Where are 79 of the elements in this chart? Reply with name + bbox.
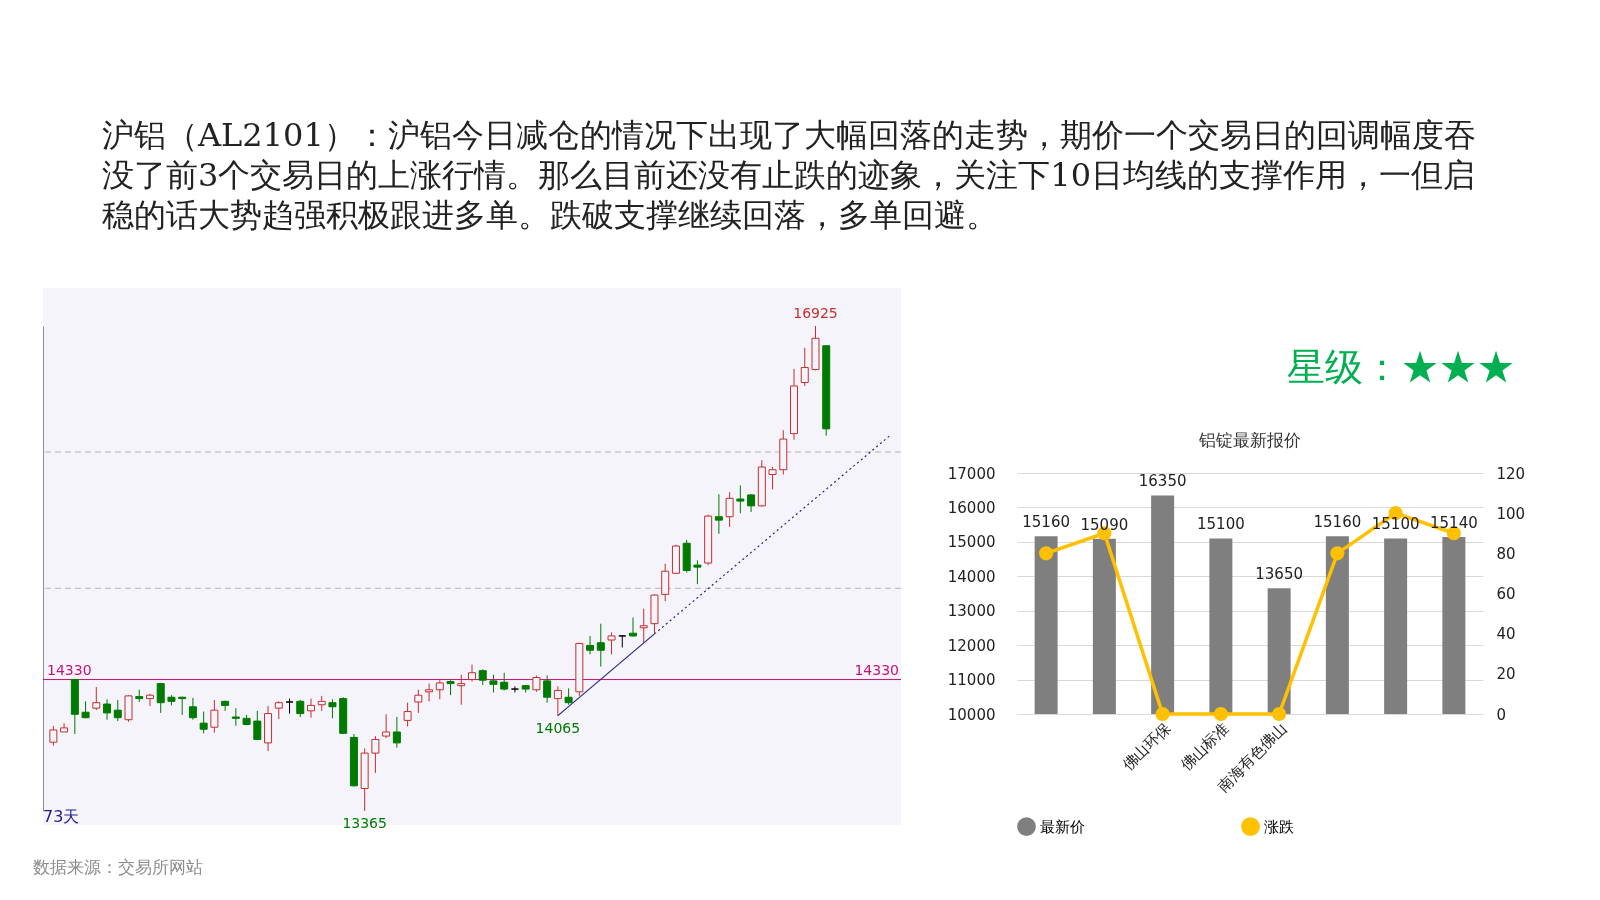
text: 14330 bbox=[854, 661, 899, 678]
y-tick-label: 15000 bbox=[947, 533, 996, 552]
ref-line-label: 14330 bbox=[47, 661, 92, 678]
point bbox=[1213, 706, 1228, 722]
y-tick-label: 12000 bbox=[947, 636, 996, 655]
point bbox=[1330, 546, 1345, 561]
candlestick bbox=[414, 689, 423, 714]
candlestick bbox=[714, 493, 723, 535]
candlestick bbox=[510, 685, 519, 693]
candlestick bbox=[371, 735, 380, 774]
annotation: 14065 bbox=[535, 719, 581, 736]
candlestick bbox=[210, 699, 219, 734]
candlestick bbox=[392, 716, 401, 749]
candlestick bbox=[124, 694, 133, 723]
y-tick-label: 17000 bbox=[947, 464, 996, 483]
candlestick bbox=[768, 466, 777, 490]
y-tick-label: 11000 bbox=[947, 671, 996, 690]
point bbox=[1155, 706, 1170, 722]
y2-tick-label: 0 bbox=[1496, 705, 1507, 724]
candlestick bbox=[629, 617, 638, 638]
data-label: 15160 bbox=[1313, 513, 1362, 532]
chart-title: 沪铝（AL2101）：沪铝今日减仓的情况下出现了大幅回落的走势，期价一个交易日的回调幅度吞没了前3个交易日的上涨行情。那么目前还没有止跌的迹象，关注下10日均线的支撑作用，一但启稳的话大势趋强积极跟进多单。跌破支撑继续回落，多单回避。 bbox=[102, 116, 1476, 234]
candlestick bbox=[800, 347, 809, 387]
candlestick bbox=[435, 679, 444, 700]
candlestick bbox=[49, 725, 58, 747]
data-label: 13650 bbox=[1255, 565, 1303, 584]
y-tick-label: 10000 bbox=[947, 705, 996, 724]
data-label: 15140 bbox=[1430, 514, 1478, 533]
candlestick bbox=[736, 484, 745, 514]
y2-tick-label: 80 bbox=[1496, 544, 1516, 563]
point bbox=[1039, 546, 1054, 561]
annotation: 16925 bbox=[793, 305, 838, 321]
source-note: 数据来源：交易所网站 bbox=[33, 857, 203, 877]
candlestick bbox=[661, 563, 670, 602]
annotation: 73天 bbox=[43, 807, 80, 826]
candlestick bbox=[639, 608, 648, 644]
data-label: 15160 bbox=[1022, 513, 1070, 532]
candlestick bbox=[543, 674, 552, 704]
y-tick-label: 14000 bbox=[947, 567, 996, 586]
candlestick bbox=[586, 635, 595, 655]
candlestick bbox=[221, 700, 230, 712]
candlestick bbox=[156, 682, 165, 714]
data-label: 16350 bbox=[1138, 472, 1187, 491]
candlestick bbox=[199, 711, 208, 734]
y2-tick-label: 20 bbox=[1496, 665, 1516, 684]
data-label: 15100 bbox=[1197, 515, 1245, 534]
candlestick bbox=[693, 559, 702, 585]
candlestick bbox=[328, 698, 337, 719]
text: 星级：★★★ bbox=[1287, 345, 1515, 389]
candlestick bbox=[188, 697, 197, 721]
candlestick bbox=[145, 693, 154, 707]
legend-label: 涨跌 bbox=[1264, 817, 1294, 836]
y2-tick-label: 100 bbox=[1496, 504, 1526, 523]
candlestick bbox=[607, 632, 616, 655]
chart-title: 铝锭最新报价 bbox=[1198, 430, 1301, 450]
candlestick bbox=[382, 713, 391, 739]
candlestick bbox=[92, 686, 101, 711]
candlestick bbox=[468, 664, 476, 683]
legend-label: 最新价 bbox=[1040, 817, 1085, 836]
candlestick bbox=[425, 683, 434, 702]
y-tick-label: 13000 bbox=[947, 602, 996, 621]
y2-tick-label: 120 bbox=[1496, 464, 1526, 483]
candlestick bbox=[113, 699, 122, 722]
y2-tick-label: 60 bbox=[1496, 585, 1516, 603]
candlestick bbox=[725, 491, 734, 528]
data-label: 15090 bbox=[1080, 515, 1129, 534]
x-tick-label: 佛山环保 bbox=[1118, 719, 1174, 775]
y-tick-label: 16000 bbox=[947, 498, 996, 517]
point bbox=[1272, 706, 1287, 722]
candlestick bbox=[553, 685, 562, 717]
candlestick bbox=[457, 674, 466, 706]
candlestick bbox=[306, 698, 315, 719]
candlestick bbox=[618, 634, 627, 649]
candlestick bbox=[403, 702, 412, 728]
candlestick bbox=[596, 623, 605, 668]
candlestick bbox=[103, 698, 112, 721]
candlestick bbox=[253, 710, 262, 741]
y2-tick-label: 40 bbox=[1496, 625, 1516, 644]
annotation: 13365 bbox=[342, 815, 387, 831]
